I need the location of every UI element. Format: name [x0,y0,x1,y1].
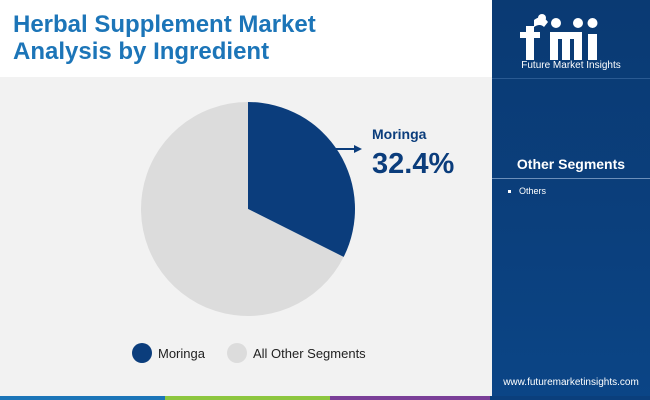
other-segments-title: Other Segments [516,156,626,172]
footer-strip-segment [0,396,165,400]
brand-name: Future Market Insights [521,60,621,71]
footer-strip-segment [330,396,490,400]
legend-item-other: All Other Segments [226,343,366,363]
pie-slice-all-other-segments [140,102,344,316]
page-title: Herbal Supplement Market Analysis by Ing… [13,11,453,65]
footer-color-strip [0,396,650,400]
legend-swatch-other [226,343,247,363]
other-segments-list: Others [508,186,546,196]
callout-value: 32.4% [372,148,454,180]
page-title-line-2: Analysis by Ingredient [13,38,270,65]
chart-legend: Moringa All Other Segments [132,343,388,363]
panel-divider [492,78,650,79]
other-segments-item: Others [508,186,546,196]
footer-strip-segment [165,396,330,400]
footer-strip-segment [490,396,650,400]
side-panel: Future Market Insights Other Segments Ot… [492,0,650,400]
title-band: Herbal Supplement Market Analysis by Ing… [0,0,492,77]
other-segments-item-label: Others [519,186,547,196]
pie-slice-moringa [248,102,355,257]
legend-swatch-moringa [132,343,152,363]
fmi-logo-icon [520,14,598,60]
chart-panel: Herbal Supplement Market Analysis by Ing… [0,0,492,400]
fmi-logo [520,14,598,60]
pie-chart: Moringa 32.4% [140,102,454,316]
page-title-line-1: Herbal Supplement Market [13,11,316,38]
callout-arrow-icon [354,145,362,153]
callout-label: Moringa [372,126,427,142]
website-link[interactable]: www.futuremarketinsights.com [503,377,639,388]
chart-area: Moringa 32.4% [0,77,492,400]
other-segments-divider [492,178,650,179]
legend-label-other: All Other Segments [252,345,366,361]
bullet-icon [508,189,511,193]
legend-label-moringa: Moringa [158,345,205,361]
legend-item-moringa: Moringa [132,343,205,363]
